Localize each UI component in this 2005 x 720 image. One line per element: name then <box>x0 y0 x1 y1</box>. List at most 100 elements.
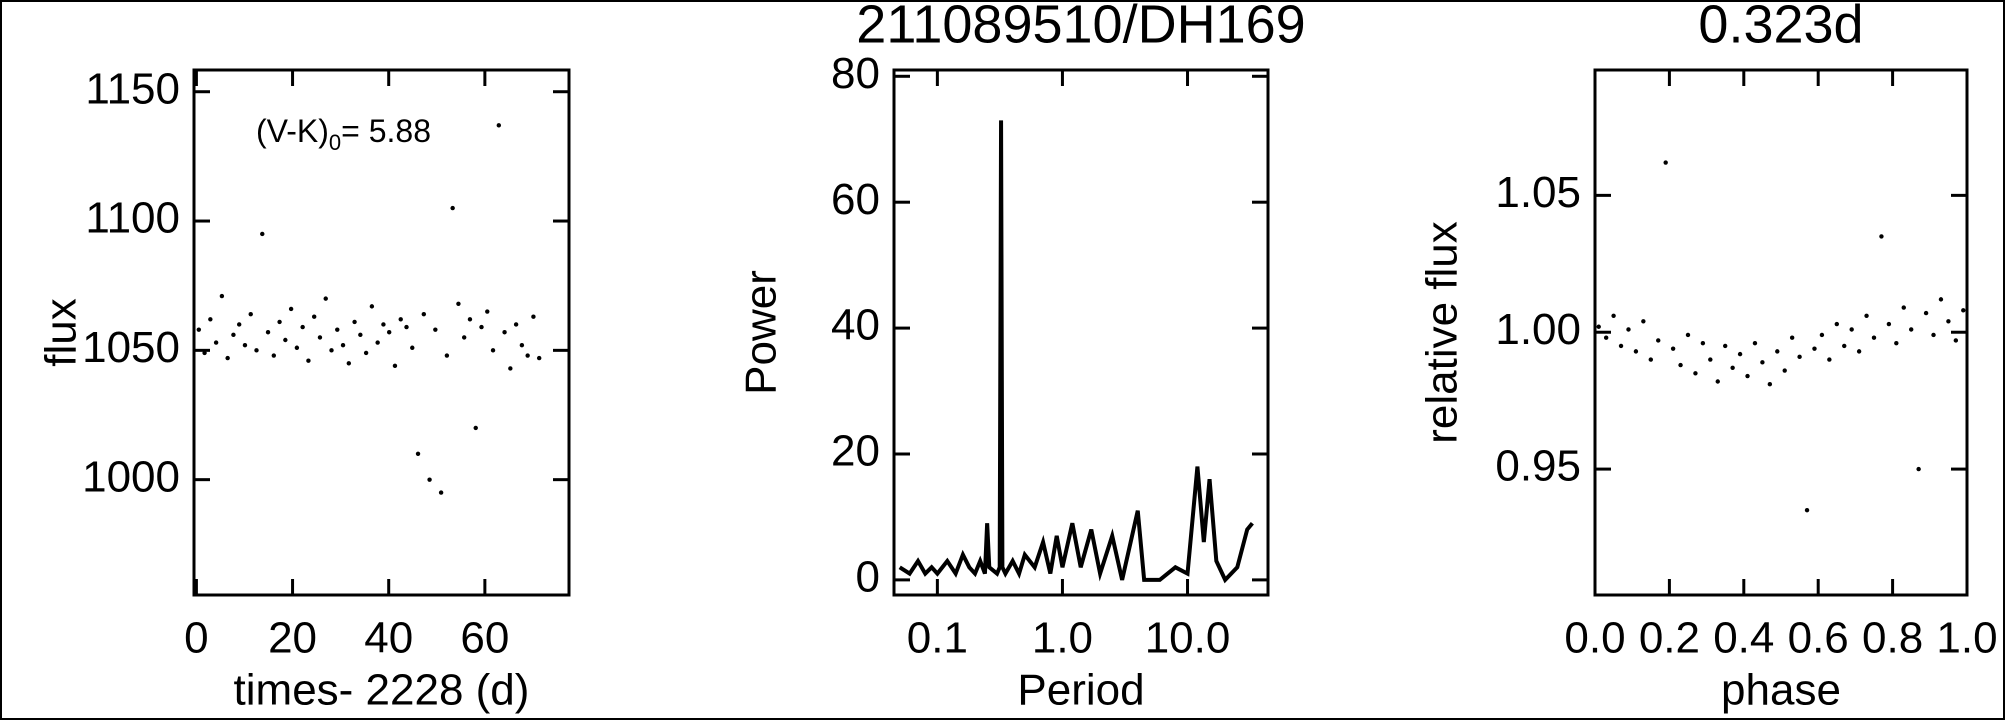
point <box>1752 340 1758 346</box>
point <box>1834 321 1840 327</box>
point <box>300 324 305 330</box>
point <box>352 319 357 325</box>
y-tick-label: 1.05 <box>1495 168 1581 217</box>
point <box>271 353 277 358</box>
point <box>1804 507 1810 513</box>
point <box>438 490 444 495</box>
y-tick-label: 1.00 <box>1495 305 1581 354</box>
point <box>461 335 467 340</box>
point <box>479 324 484 330</box>
point <box>1693 371 1698 376</box>
y-tick-label: 60 <box>831 175 880 224</box>
point <box>1842 343 1847 349</box>
point <box>467 317 473 322</box>
point <box>1797 354 1802 360</box>
point <box>1648 357 1654 362</box>
point <box>1633 349 1639 354</box>
point <box>208 317 213 322</box>
point <box>433 327 438 332</box>
point <box>311 314 317 319</box>
point <box>1670 346 1676 351</box>
point <box>1626 327 1631 332</box>
point <box>369 304 375 309</box>
point <box>1775 349 1780 354</box>
point <box>1894 340 1899 346</box>
frame <box>892 68 1270 597</box>
point <box>1685 332 1691 338</box>
point <box>323 296 328 301</box>
point <box>1723 343 1728 349</box>
point <box>288 306 294 312</box>
x-axis-label: phase <box>1721 666 1841 715</box>
point <box>398 317 403 322</box>
point <box>1901 305 1906 310</box>
point <box>1923 310 1929 316</box>
x-tick-label: 0.6 <box>1788 614 1849 663</box>
point <box>1909 327 1914 332</box>
point <box>1745 373 1750 379</box>
annotation-rest: = 5.88 <box>341 113 431 149</box>
point <box>450 205 455 211</box>
frame <box>192 68 571 597</box>
y-axis-label: Power <box>737 270 786 395</box>
point <box>1715 379 1720 384</box>
point <box>225 355 230 361</box>
point <box>473 425 478 431</box>
point <box>392 363 398 369</box>
point <box>329 348 334 353</box>
x-tick-label: 0.0 <box>1564 614 1625 663</box>
point <box>1603 335 1609 340</box>
point <box>490 348 496 353</box>
point <box>485 309 490 314</box>
point <box>508 366 513 371</box>
point <box>496 123 502 128</box>
power-line <box>898 120 1254 584</box>
point <box>219 293 225 299</box>
y-tick-label: 20 <box>831 427 880 476</box>
point <box>1946 319 1951 324</box>
point <box>1760 360 1765 365</box>
point <box>196 327 202 332</box>
point <box>536 355 542 361</box>
point <box>1931 332 1936 338</box>
y-tick-label: 40 <box>831 301 880 350</box>
plot-area <box>196 123 542 495</box>
x-tick-label: 40 <box>364 614 413 663</box>
point <box>421 311 427 317</box>
point <box>1812 346 1817 351</box>
point <box>1663 160 1668 165</box>
point <box>317 335 323 340</box>
point <box>1708 357 1713 362</box>
point <box>213 340 219 345</box>
x-tick-label: 0.4 <box>1713 614 1774 663</box>
point <box>277 319 282 325</box>
point <box>236 322 242 327</box>
x-tick-label: 0 <box>184 614 208 663</box>
point <box>1871 335 1877 340</box>
y-tick-label: 1150 <box>85 64 180 113</box>
x-tick-label: 10.0 <box>1145 614 1231 663</box>
point <box>1611 313 1616 319</box>
annotation: (V-K)0= 5.88 <box>256 113 431 154</box>
point <box>444 353 450 358</box>
point <box>1678 362 1683 368</box>
point <box>1730 365 1735 371</box>
point <box>231 332 236 338</box>
point <box>1618 343 1624 349</box>
x-tick-label: 1.0 <box>1032 614 1093 663</box>
annotation-sub: 0 <box>329 130 341 155</box>
point <box>340 342 346 348</box>
point <box>1819 332 1825 338</box>
point <box>1864 313 1869 319</box>
y-tick-label: 0.95 <box>1495 442 1581 491</box>
y-tick-label: 1000 <box>82 452 180 501</box>
point <box>375 340 380 345</box>
point <box>294 345 300 350</box>
point <box>1767 382 1773 387</box>
point <box>242 342 248 348</box>
point <box>381 322 386 327</box>
y-tick-label: 1050 <box>82 323 180 372</box>
point <box>415 451 421 456</box>
